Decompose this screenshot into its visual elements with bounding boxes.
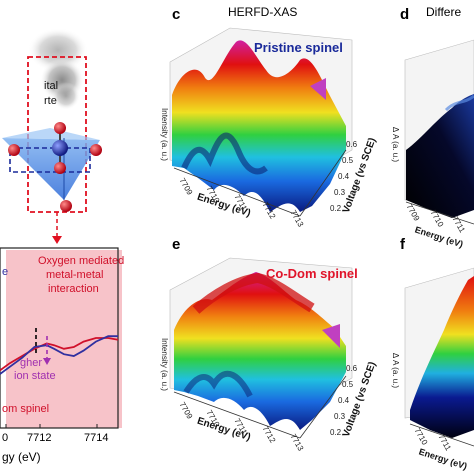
legend-e: e: [2, 266, 9, 278]
surface-e-body: [174, 272, 346, 430]
line-plot: [0, 247, 122, 429]
annotation-oxygen: Oxygen mediated: [38, 255, 125, 267]
panel-c-vtick-2: 0.4: [338, 172, 350, 181]
panel-f-delta-label: Δ A (a. u.): [391, 352, 401, 389]
surface-d-energy-axis: [405, 201, 474, 225]
surface-e-red-crest: [192, 272, 315, 314]
surface-c-voltage-axis: [299, 149, 347, 217]
surface-f-body: [410, 276, 474, 438]
x-tick-7714: 7714: [84, 432, 109, 444]
panel-e-title: Co-Dom spinel: [266, 266, 358, 281]
surface-e: [169, 257, 353, 439]
atom-cloud: [28, 28, 88, 110]
surface-c-purple-peak: [310, 78, 326, 100]
annotation-state: ion state: [14, 370, 56, 382]
panel-e-vtick-2: 0.4: [338, 396, 350, 405]
left-label-top2: rte: [44, 95, 57, 107]
panel-e-vtick-3: 0.3: [334, 412, 346, 421]
panel-c-title: Pristine spinel: [254, 40, 343, 55]
surface-c-energy-axis: [173, 167, 301, 217]
panel-e-intensity-label: Intensity (a. u.): [159, 338, 169, 391]
surface-e-voltage-axis: [299, 375, 347, 439]
down-arrow: [52, 212, 62, 244]
panel-c-vtick-0: 0.6: [346, 140, 358, 149]
surface-d: [404, 39, 474, 225]
surface-d-body: [406, 94, 474, 218]
panel-c-vtick-1: 0.5: [342, 156, 354, 165]
panel-letter-f: f: [400, 236, 405, 253]
annotation-metal: metal-metal: [46, 269, 104, 281]
surface-c-front-ridge: [181, 132, 268, 175]
header-herfd-xas: HERFD-XAS: [228, 5, 298, 19]
panel-letter-c: c: [172, 6, 181, 23]
panel-e-vtick-0: 0.6: [346, 364, 358, 373]
header-difference: Differe: [426, 5, 462, 19]
panel-c-intensity-label: Intensity (a. u.): [159, 108, 169, 161]
surface-f: [404, 267, 474, 447]
plot-frame: [0, 247, 119, 429]
annotation-higher: gher: [20, 357, 43, 369]
blue-dashed-box: [9, 147, 91, 173]
panel-letter-d: d: [400, 6, 410, 23]
surface-e-energy-axis: [173, 391, 301, 439]
line-series-2: [0, 335, 118, 375]
x-tick-7712: 7712: [27, 432, 52, 444]
pyramid-structure: [2, 128, 100, 200]
panel-c-vtick-3: 0.3: [334, 188, 346, 197]
surface-d-highlight: [444, 94, 474, 112]
panel-d-delta-label: Δ A (a. u.): [391, 126, 401, 163]
annotation-interaction: interaction: [48, 283, 99, 295]
x-tick-7710: 0: [2, 432, 9, 444]
atoms: [8, 122, 102, 212]
left-label-top1: ital: [44, 80, 59, 92]
legend-dom-spinel: om spinel: [2, 403, 50, 415]
panel-e-vtick-4: 0.2: [330, 428, 342, 437]
surface-e-front-valley: [183, 370, 253, 398]
purple-arrow-tip: [43, 358, 51, 365]
panel-c-vtick-4: 0.2: [330, 204, 342, 213]
panel-e-vtick-1: 0.5: [342, 380, 354, 389]
surface-c: [169, 27, 353, 217]
surface-e-purple-peak: [322, 324, 340, 348]
surface-f-energy-axis: [409, 423, 474, 447]
panel-letter-e: e: [172, 236, 181, 253]
line-series-1: [0, 337, 119, 372]
x-axis-label: gy (eV): [2, 450, 41, 464]
surface-c-body: [172, 40, 346, 212]
